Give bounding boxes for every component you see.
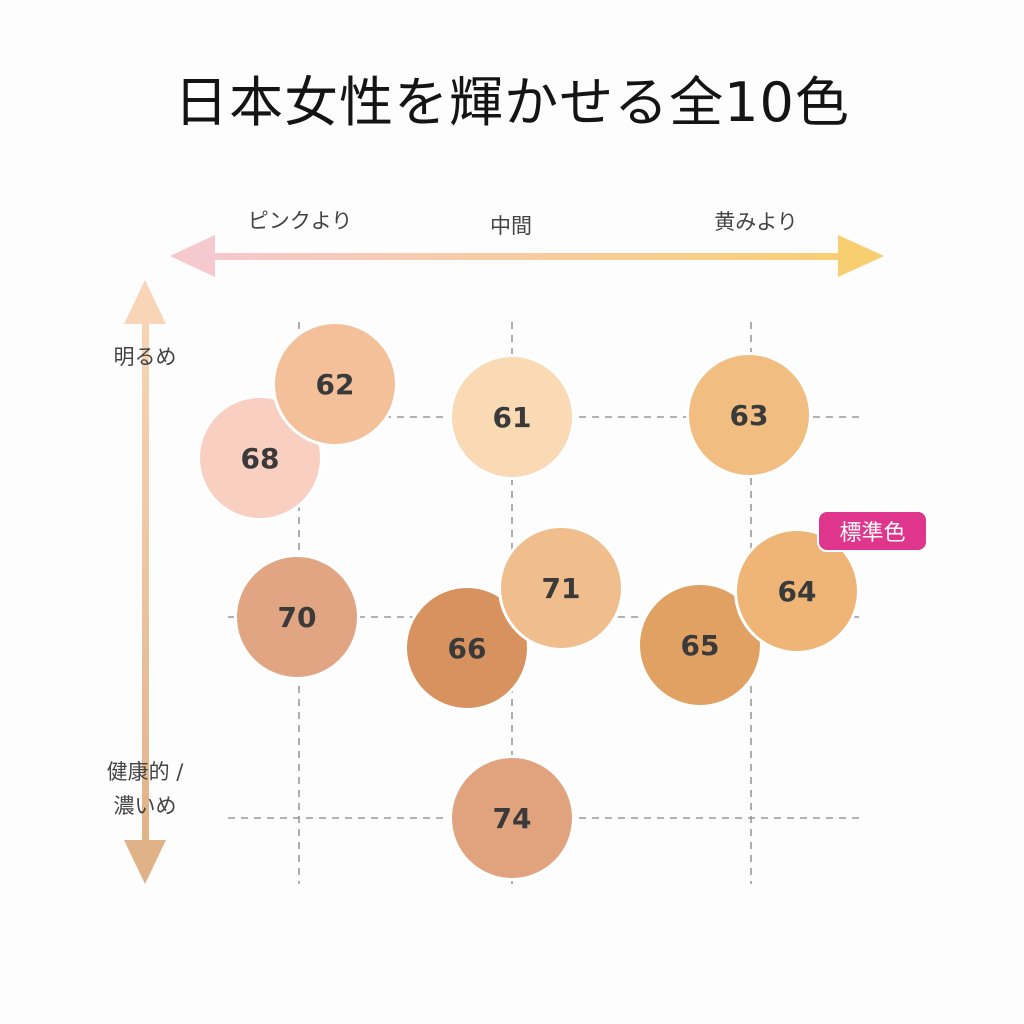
shade-62: 62	[272, 321, 398, 447]
shade-61-label: 61	[492, 400, 532, 434]
shade-63-label: 63	[729, 398, 769, 432]
axis-label-dark-line1: 健康的 /	[106, 760, 184, 784]
axis-label-yellow: 黄みより	[714, 210, 798, 234]
shade-74: 74	[449, 755, 575, 881]
shade-74-label: 74	[492, 801, 532, 835]
shade-61: 61	[449, 354, 575, 480]
shade-62-label: 62	[315, 367, 355, 401]
arrow-left-head	[170, 235, 215, 277]
shade-70-label: 70	[277, 600, 317, 634]
arrow-up-head	[124, 280, 166, 324]
shade-71-label: 71	[541, 571, 581, 605]
arrow-down-head	[124, 840, 166, 884]
shade-66-label: 66	[447, 631, 487, 665]
page-title: 日本女性を輝かせる全10色	[174, 71, 850, 134]
shade-63: 63	[686, 352, 812, 478]
arrow-right-head	[838, 235, 884, 277]
axis-label-neutral: 中間	[490, 214, 532, 238]
shade-65-label: 65	[680, 628, 720, 662]
horizontal-arrow-shaft	[200, 253, 850, 260]
axis-label-dark-line2: 濃いめ	[113, 794, 177, 818]
shade-68-label: 68	[240, 441, 280, 475]
standard-shade-badge: 標準色	[817, 510, 928, 552]
axis-label-bright: 明るめ	[113, 345, 177, 369]
shade-64: 64	[734, 528, 860, 654]
shade-71: 71	[498, 525, 624, 651]
vertical-arrow-shaft	[142, 310, 149, 855]
axis-label-pink: ピンクより	[247, 209, 353, 233]
shade-64-label: 64	[777, 574, 817, 608]
shade-70: 70	[234, 554, 360, 680]
